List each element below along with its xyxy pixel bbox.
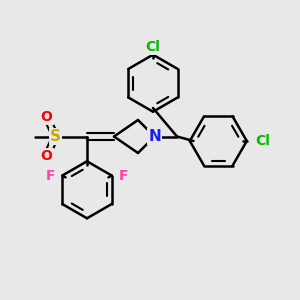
Text: F: F <box>119 169 129 182</box>
Text: O: O <box>40 110 52 124</box>
Text: O: O <box>40 149 52 163</box>
Text: S: S <box>50 129 61 144</box>
Text: N: N <box>148 129 161 144</box>
Text: Cl: Cl <box>146 40 160 54</box>
Text: F: F <box>45 169 55 182</box>
Text: Cl: Cl <box>255 134 270 148</box>
